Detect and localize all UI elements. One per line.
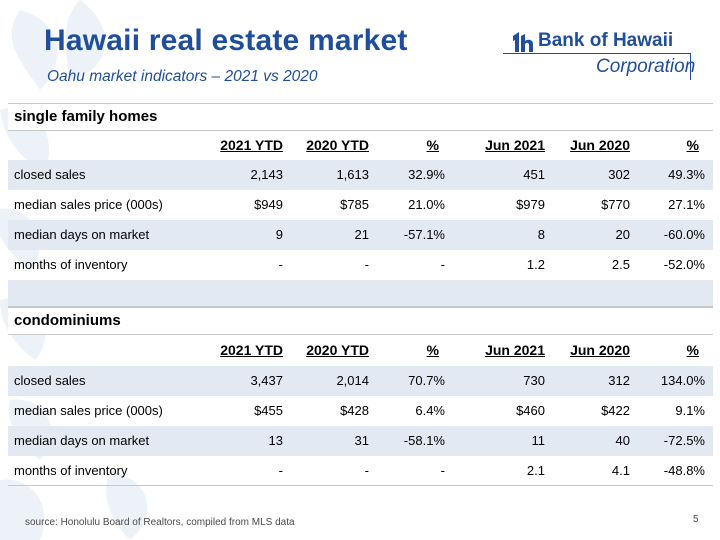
- logo-brand-text: Bank of Hawaii: [538, 30, 674, 51]
- header-blank: [8, 335, 198, 366]
- table-cell: 8: [537, 227, 545, 242]
- column-header: 2021 YTD: [220, 342, 283, 359]
- table-cell: -60.0%: [663, 227, 705, 242]
- table-cell: 1.2: [526, 257, 545, 272]
- table-cell: -57.1%: [403, 227, 445, 242]
- row-label: months of inventory: [14, 462, 128, 478]
- table-cell: $949: [254, 197, 283, 212]
- table-cell: 11: [531, 433, 546, 448]
- single-family-table: 2021 YTD 2020 YTD % Jun 2021 Jun 2020 % …: [8, 130, 713, 312]
- table-cell: 730: [523, 373, 545, 388]
- table-cell: 2,143: [250, 167, 283, 182]
- logo-divider-vertical: [690, 53, 691, 80]
- table-row: months of inventory - - - 1.2 2.5 -52.0%: [8, 250, 713, 280]
- company-logo: Bank of Hawaii Corporation: [503, 28, 698, 82]
- table-cell: $428: [340, 403, 369, 418]
- table-cell: 2.1: [526, 462, 545, 478]
- section-title: single family homes: [8, 103, 713, 130]
- column-header: Jun 2021: [485, 137, 545, 154]
- table-row: median days on market 13 31 -58.1% 11 40…: [8, 425, 713, 456]
- table-cell: 27.1%: [668, 197, 705, 212]
- table-cell: 13: [268, 433, 283, 448]
- table-cell: 20: [615, 227, 630, 242]
- table-cell: 49.3%: [668, 167, 705, 182]
- table-cell: -: [440, 257, 445, 272]
- table-row: median days on market 9 21 -57.1% 8 20 -…: [8, 219, 713, 250]
- page-subtitle: Oahu market indicators – 2021 vs 2020: [47, 68, 318, 85]
- column-header: 2020 YTD: [306, 137, 369, 154]
- row-label: median days on market: [14, 433, 150, 448]
- table-cell: $460: [516, 403, 545, 418]
- table-cell: 9: [275, 227, 283, 242]
- row-label: closed sales: [14, 373, 86, 388]
- table-cell: 451: [523, 167, 545, 182]
- table-cell: 2,014: [336, 373, 369, 388]
- table-cell: -72.5%: [663, 433, 705, 448]
- single-family-section: single family homes 2021 YTD 2020 YTD % …: [8, 103, 713, 312]
- column-header: %: [426, 342, 439, 359]
- table-cell: -: [364, 462, 369, 478]
- table-cell: 1,613: [336, 167, 369, 182]
- table-cell: -58.1%: [403, 433, 445, 448]
- table-cell: -: [364, 257, 369, 272]
- column-header: 2020 YTD: [306, 342, 369, 359]
- table-cell: 31: [354, 433, 369, 448]
- table-row: median sales price (000s) $455 $428 6.4%…: [8, 396, 713, 426]
- column-header: Jun 2020: [570, 342, 630, 359]
- table-row: closed sales 2,143 1,613 32.9% 451 302 4…: [8, 159, 713, 190]
- source-note: source: Honolulu Board of Realtors, comp…: [25, 517, 295, 528]
- column-header: %: [426, 137, 439, 154]
- page-title: Hawaii real estate market: [44, 24, 408, 57]
- table-cell: 4.1: [611, 462, 630, 478]
- column-header: Jun 2021: [485, 342, 545, 359]
- table-cell: 312: [608, 373, 630, 388]
- row-label: median days on market: [14, 227, 150, 242]
- table-cell: 2.5: [611, 257, 630, 272]
- table-cell: -: [278, 462, 283, 478]
- column-header: Jun 2020: [570, 137, 630, 154]
- table-cell: 302: [608, 167, 630, 182]
- header-blank: [8, 131, 198, 160]
- table-cell: -52.0%: [663, 257, 705, 272]
- table-cell: 3,437: [250, 373, 283, 388]
- column-header: %: [686, 137, 699, 154]
- table-row: median sales price (000s) $949 $785 21.0…: [8, 190, 713, 220]
- condominiums-table: 2021 YTD 2020 YTD % Jun 2021 Jun 2020 % …: [8, 334, 713, 486]
- column-header: %: [686, 342, 699, 359]
- table-cell: 21: [354, 227, 369, 242]
- row-label: median sales price (000s): [14, 403, 163, 418]
- table-header-row: 2021 YTD 2020 YTD % Jun 2021 Jun 2020 %: [8, 130, 713, 160]
- row-label: closed sales: [14, 167, 86, 182]
- table-row: months of inventory - - - 2.1 4.1 -48.8%: [8, 456, 713, 486]
- table-cell: $422: [601, 403, 630, 418]
- table-cell: 134.0%: [660, 373, 705, 388]
- table-cell: 70.7%: [408, 373, 445, 388]
- logo-divider: [503, 53, 690, 54]
- page-number: 5: [693, 514, 699, 525]
- table-cell: $770: [601, 197, 630, 212]
- table-cell: 9.1%: [675, 403, 705, 418]
- table-cell: 6.4%: [415, 403, 445, 418]
- section-title: condominiums: [8, 306, 713, 334]
- logo-subbrand-text: Corporation: [596, 56, 696, 77]
- table-row: closed sales 3,437 2,014 70.7% 730 312 1…: [8, 365, 713, 396]
- row-label: months of inventory: [14, 257, 128, 272]
- table-cell: $979: [516, 197, 545, 212]
- row-label: median sales price (000s): [14, 197, 163, 212]
- table-cell: 32.9%: [408, 167, 445, 182]
- table-cell: $455: [254, 403, 283, 418]
- table-cell: 21.0%: [408, 197, 445, 212]
- table-cell: -48.8%: [663, 462, 705, 478]
- table-header-row: 2021 YTD 2020 YTD % Jun 2021 Jun 2020 %: [8, 334, 713, 366]
- bank-of-hawaii-logo-icon: [513, 32, 533, 52]
- table-cell: $785: [340, 197, 369, 212]
- condominiums-section: condominiums 2021 YTD 2020 YTD % Jun 202…: [8, 306, 713, 486]
- table-cell: 40: [615, 433, 630, 448]
- table-cell: -: [440, 462, 445, 478]
- table-cell: -: [278, 257, 283, 272]
- column-header: 2021 YTD: [220, 137, 283, 154]
